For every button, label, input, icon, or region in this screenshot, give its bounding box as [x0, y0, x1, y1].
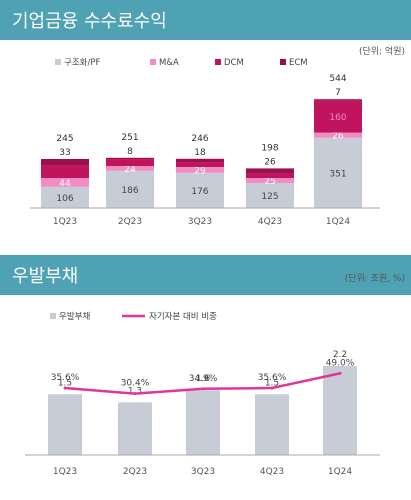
- bar-segment: [314, 137, 362, 208]
- bar-segment: [176, 172, 224, 208]
- bar-segment: [314, 99, 362, 101]
- contingent-liabilities-banner: 우발부채: [0, 255, 411, 295]
- bar-segment: [314, 132, 362, 138]
- bar-value-label: 1.3: [128, 386, 142, 396]
- data-label: 160: [329, 113, 346, 123]
- bar-value-label: 1.5: [58, 378, 72, 388]
- bar: [323, 365, 357, 455]
- bar-segment: [106, 166, 154, 171]
- legend-swatch-3: [280, 59, 286, 65]
- bar: [255, 394, 289, 455]
- legend-swatch-2: [215, 59, 221, 65]
- ratio-point: [63, 386, 67, 390]
- bar-segment: [106, 159, 154, 166]
- x-tick-label: 3Q23: [188, 217, 212, 227]
- ratio-label: 49.0%: [326, 358, 355, 368]
- data-label: 25: [264, 177, 275, 187]
- data-label: 18: [194, 148, 206, 158]
- legend-label-bar: 우발부채: [59, 311, 90, 322]
- data-label: 33: [59, 148, 70, 158]
- legend-label-2: DCM: [224, 58, 244, 68]
- ratio-point: [201, 387, 205, 391]
- bar-segment: [41, 165, 89, 178]
- bar-segment: [176, 167, 224, 173]
- legend-label-0: 구조화/PF: [64, 58, 100, 68]
- legend-swatch-0: [55, 59, 61, 65]
- legend-swatch-bar: [50, 313, 56, 319]
- bar-segment: [246, 173, 294, 178]
- x-tick-label: 1Q23: [53, 217, 77, 227]
- legend-label-1: M&A: [159, 58, 179, 68]
- ratio-point: [133, 392, 137, 396]
- contingent-liabilities-chart: 우발부채 자기자본 대비 비중 1.5 1Q23 1.3 2Q23 1.6 3Q23 1.5 4Q…: [25, 311, 380, 477]
- ratio-point: [270, 386, 274, 390]
- ratio-label: 35.6%: [51, 373, 80, 383]
- data-label: 125: [261, 192, 278, 202]
- fee-income-chart: 구조화/PF M&A DCM ECM 106 44 33 245 1Q23 186 24 8 251 2Q…: [30, 58, 380, 227]
- total-label: 245: [56, 134, 73, 144]
- total-label: 251: [121, 133, 138, 143]
- x-tick-label: 2Q23: [118, 217, 142, 227]
- bar-segment: [246, 178, 294, 183]
- total-label: 246: [191, 134, 208, 144]
- x-tick-label: 1Q23: [53, 467, 77, 477]
- data-label: 7: [335, 88, 341, 98]
- x-tick-label: 4Q23: [260, 467, 284, 477]
- data-label: 44: [59, 179, 71, 189]
- ratio-label: 30.4%: [121, 379, 150, 389]
- bar-value-label: 2.2: [333, 350, 347, 360]
- bar-segment: [106, 157, 154, 160]
- bar-segment: [41, 159, 89, 166]
- x-tick-label: 1Q24: [326, 217, 351, 227]
- ratio-point: [338, 371, 342, 375]
- legend-swatch-1: [150, 59, 156, 65]
- data-label: 106: [56, 194, 73, 204]
- data-label: 351: [329, 169, 346, 179]
- total-label: 198: [261, 143, 278, 153]
- contingent-liabilities-unit: (단위: 조원, %): [344, 274, 405, 284]
- bar-value-label: 1.5: [265, 378, 279, 388]
- data-label: 29: [194, 166, 206, 176]
- bar-segment: [246, 183, 294, 208]
- bar: [118, 402, 152, 455]
- bar-segment: [176, 162, 224, 167]
- ratio-label: 35.6%: [258, 373, 287, 383]
- contingent-liabilities-title: 우발부채: [12, 266, 79, 287]
- data-label: 186: [121, 186, 138, 196]
- x-tick-label: 4Q23: [258, 217, 282, 227]
- bar-segment: [246, 168, 294, 174]
- legend-label-3: ECM: [289, 58, 308, 68]
- ratio-label: 34.9%: [189, 374, 218, 384]
- bar-segment: [106, 170, 154, 208]
- data-label: 24: [124, 165, 136, 175]
- bar-segment: [176, 158, 224, 163]
- fee-income-banner: 기업금융 수수료수익: [0, 0, 411, 40]
- legend-label-line: 자기자본 대비 비중: [149, 312, 217, 322]
- bar: [48, 394, 82, 455]
- x-tick-label: 2Q23: [123, 467, 147, 477]
- data-label: 176: [191, 187, 208, 197]
- bar: [186, 390, 220, 455]
- bar-segment: [41, 178, 89, 187]
- bar-segment: [41, 186, 89, 208]
- total-label: 544: [329, 74, 346, 84]
- data-label: 26: [264, 157, 276, 167]
- x-tick-label: 3Q23: [191, 467, 215, 477]
- data-label: 8: [127, 147, 133, 157]
- x-tick-label: 1Q24: [328, 467, 353, 477]
- fee-income-unit: (단위: 억원): [358, 47, 405, 57]
- fee-income-title: 기업금융 수수료수익: [12, 11, 167, 32]
- bar-value-label: 1.6: [196, 374, 211, 384]
- data-label: 26: [332, 132, 344, 142]
- bar-segment: [314, 100, 362, 133]
